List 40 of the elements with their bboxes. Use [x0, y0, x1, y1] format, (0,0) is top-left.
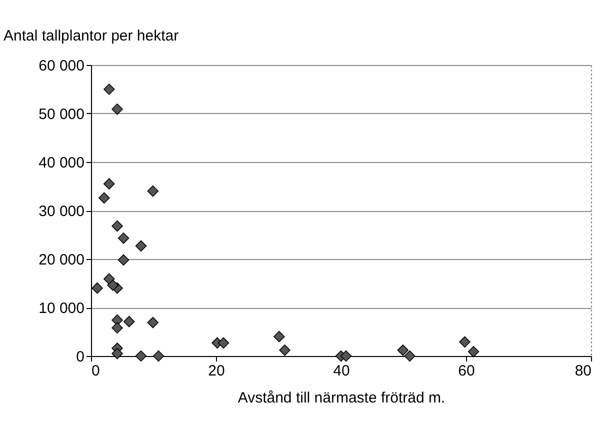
- point: [147, 185, 159, 197]
- y-tick-label: 0: [76, 348, 84, 366]
- x-tick-label: 60: [458, 362, 475, 380]
- y-axis-title: Antal tallplantor per hektar: [4, 28, 179, 44]
- point: [112, 322, 123, 334]
- point: [340, 350, 352, 362]
- point: [118, 254, 130, 266]
- y-tick-label: 30 000: [38, 203, 84, 220]
- point: [397, 344, 409, 356]
- point: [468, 346, 480, 358]
- point: [147, 316, 159, 328]
- y-tick-label: 60 000: [38, 58, 84, 74]
- point: [135, 240, 147, 252]
- point: [103, 273, 115, 285]
- point: [152, 350, 164, 362]
- point: [107, 280, 119, 291]
- point: [112, 348, 123, 360]
- point: [92, 282, 103, 294]
- point: [98, 192, 110, 204]
- point: [218, 337, 230, 349]
- x-tick-label: 20: [208, 362, 225, 380]
- point: [123, 316, 135, 328]
- point: [459, 336, 470, 348]
- point: [135, 350, 147, 362]
- x-tick-label: 40: [333, 362, 350, 380]
- point: [118, 232, 130, 244]
- y-tick-label: 10 000: [38, 300, 84, 317]
- point: [112, 103, 123, 115]
- point: [103, 84, 115, 95]
- point: [103, 178, 115, 190]
- point: [112, 220, 123, 232]
- y-tick-label: 20 000: [38, 252, 84, 268]
- x-tick-label: 0: [92, 362, 100, 380]
- y-tick-label: 40 000: [38, 154, 84, 172]
- y-tick-label: 50 000: [38, 106, 84, 123]
- point: [404, 350, 416, 362]
- x-tick-label: 80: [574, 362, 592, 380]
- x-axis-title: Avstånd till närmaste fröträd m.: [238, 390, 446, 406]
- point: [279, 344, 290, 356]
- point: [273, 330, 285, 342]
